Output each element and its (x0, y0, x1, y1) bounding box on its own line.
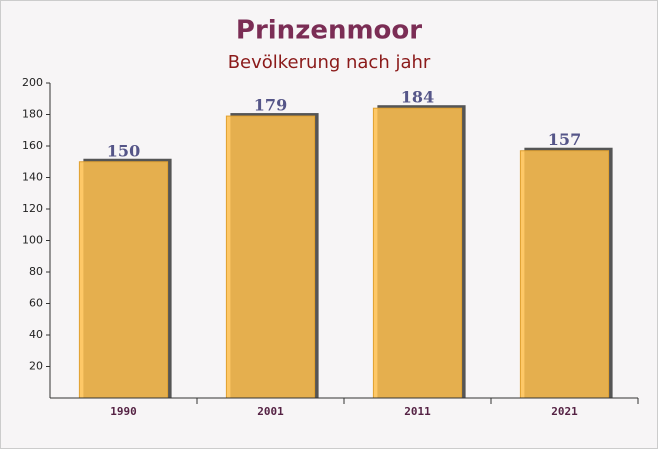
value-label: 179 (254, 96, 287, 115)
y-tick-label: 200 (22, 76, 43, 89)
bar (225, 115, 316, 399)
value-label: 184 (401, 88, 434, 107)
y-tick-label: 40 (29, 328, 43, 341)
y-tick-label: 20 (29, 360, 43, 373)
value-label: 150 (107, 141, 140, 160)
chart-title: Prinzenmoor (236, 16, 422, 46)
y-tick-label: 120 (22, 202, 43, 215)
x-tick-label: 2021 (551, 405, 578, 418)
bar (78, 161, 169, 399)
bar (372, 107, 463, 399)
chart-subtitle: Bevölkerung nach jahr (228, 52, 431, 73)
bar (519, 150, 610, 399)
y-tick-label: 180 (22, 108, 43, 121)
x-tick-label: 1990 (110, 405, 137, 418)
y-tick-label: 140 (22, 171, 43, 184)
y-tick-label: 160 (22, 139, 43, 152)
x-tick-label: 2001 (257, 405, 284, 418)
y-tick-label: 60 (29, 297, 43, 310)
value-label: 157 (548, 130, 581, 149)
y-tick-label: 80 (29, 265, 43, 278)
x-tick-label: 2011 (404, 405, 431, 418)
y-tick-label: 100 (22, 234, 43, 247)
